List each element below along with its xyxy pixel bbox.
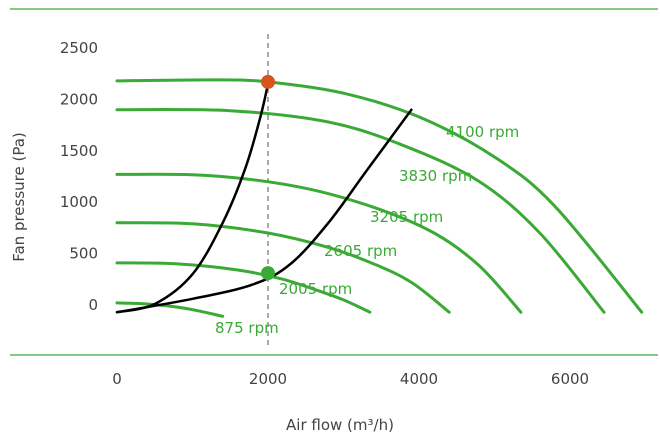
operating-point-marker-1 <box>261 74 275 89</box>
operating-point-marker-2 <box>261 266 275 281</box>
plot-area <box>115 34 644 346</box>
y-tick-label: 500 <box>69 245 98 263</box>
y-axis-title: Fan pressure (Pa) <box>10 132 28 262</box>
fan-speed-curve-6 <box>115 78 644 314</box>
y-tick-label: 2000 <box>60 90 98 108</box>
x-tick-label: 6000 <box>551 370 589 388</box>
y-tick-label: 1500 <box>60 142 98 160</box>
y-tick-label: 0 <box>88 296 98 314</box>
fan-speed-curve-4 <box>115 172 523 314</box>
speed-label-5: 3830 rpm <box>399 167 472 185</box>
fan-speed-curve-1 <box>115 301 225 318</box>
fan-speed-curve-3 <box>115 221 451 314</box>
fan-speed-curve-5 <box>115 108 606 314</box>
x-tick-label: 4000 <box>400 370 438 388</box>
speed-label-6: 4100 rpm <box>446 123 519 141</box>
y-tick-label: 2500 <box>60 39 98 57</box>
speed-label-1: 875 rpm <box>215 319 279 337</box>
system-curve-1 <box>115 82 270 314</box>
system-curve-2 <box>115 108 413 314</box>
fan-speed-curve-2 <box>115 261 372 314</box>
x-axis-title: Air flow (m³/h) <box>286 416 394 434</box>
x-tick-label: 0 <box>112 370 122 388</box>
speed-label-3: 2605 rpm <box>324 242 397 260</box>
labels-layer: 0 2000 4000 6000 0 500 1000 1500 2000 2500 875 rpm… <box>60 39 589 388</box>
x-tick-label: 2000 <box>249 370 287 388</box>
speed-label-4: 3205 rpm <box>370 208 443 226</box>
y-tick-label: 1000 <box>60 193 98 211</box>
speed-label-2: 2005 rpm <box>279 280 352 298</box>
